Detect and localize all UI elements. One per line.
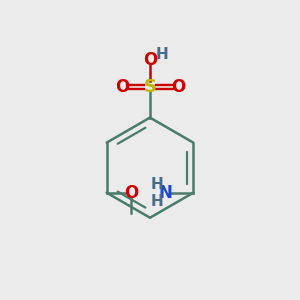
Text: S: S bbox=[143, 78, 157, 96]
Text: O: O bbox=[124, 184, 138, 202]
Text: O: O bbox=[115, 78, 129, 96]
Text: O: O bbox=[171, 78, 185, 96]
Text: N: N bbox=[158, 184, 172, 202]
Text: H: H bbox=[150, 177, 163, 192]
Text: O: O bbox=[143, 51, 157, 69]
Text: H: H bbox=[156, 47, 169, 62]
Text: H: H bbox=[150, 194, 163, 209]
